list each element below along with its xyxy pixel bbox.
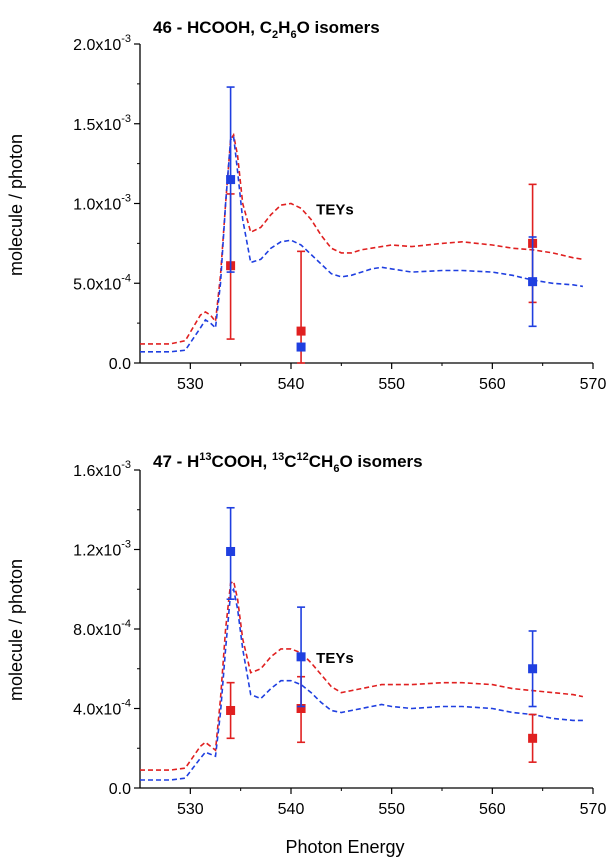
teys-curve-red [140, 132, 584, 345]
data-point [296, 342, 306, 352]
y-tick-label: 0.0 [109, 781, 131, 798]
y-axis-label: molecule / photon [6, 559, 26, 701]
y-tick-label: 2.0x10-3 [73, 33, 131, 54]
data-marker [296, 652, 306, 662]
chart-panel-2: 47 - H13COOH, 13C12CH6O isomers molecule… [6, 451, 606, 857]
chart-title: 47 - H13COOH, 13C12CH6O isomers [153, 451, 423, 475]
y-tick-label: 4.0x10-4 [73, 698, 131, 719]
y-tick-label: 8.0x10-4 [73, 618, 131, 639]
data-marker [226, 546, 236, 556]
teys-annotation: TEYs [316, 202, 354, 219]
data-point [226, 506, 236, 600]
x-tick-label: 530 [177, 376, 204, 393]
x-tick-label: 570 [580, 801, 607, 818]
teys-curve-blue [140, 134, 584, 353]
chart-title: 46 - HCOOH, C2H6O isomers [153, 18, 380, 41]
x-tick-label: 550 [378, 801, 405, 818]
y-tick-label: 1.0x10-3 [73, 193, 131, 214]
teys-annotation: TEYs [316, 650, 354, 667]
teys-curve-red [140, 579, 584, 771]
data-marker [528, 664, 538, 674]
x-tick-label: 540 [278, 376, 305, 393]
y-axis-label: molecule / photon [6, 134, 26, 276]
y-tick-label: 1.5x10-3 [73, 113, 131, 134]
y-tick-label: 0.0 [109, 356, 131, 373]
teys-curve-blue [140, 587, 583, 781]
x-tick-label: 550 [378, 376, 405, 393]
data-marker [296, 342, 306, 352]
data-point [528, 713, 538, 763]
x-axis-label: Photon Energy [285, 837, 404, 857]
data-point [226, 681, 236, 740]
data-marker [528, 733, 538, 743]
x-tick-label: 560 [479, 376, 506, 393]
x-tick-label: 530 [177, 801, 204, 818]
chart-panel-1: 46 - HCOOH, C2H6O isomers molecule / pho… [6, 18, 606, 393]
data-marker [528, 277, 538, 287]
x-tick-label: 560 [479, 801, 506, 818]
x-tick-label: 570 [580, 376, 607, 393]
y-tick-label: 1.2x10-3 [73, 539, 131, 560]
y-tick-label: 1.6x10-3 [73, 459, 131, 480]
data-marker [226, 705, 236, 715]
data-marker [296, 326, 306, 336]
data-point [528, 630, 538, 708]
data-point [528, 236, 538, 328]
data-marker [296, 704, 306, 713]
data-marker [226, 175, 236, 185]
y-tick-label: 5.0x10-4 [73, 272, 131, 293]
data-point [226, 86, 236, 273]
data-point [296, 606, 306, 708]
x-tick-label: 540 [278, 801, 305, 818]
